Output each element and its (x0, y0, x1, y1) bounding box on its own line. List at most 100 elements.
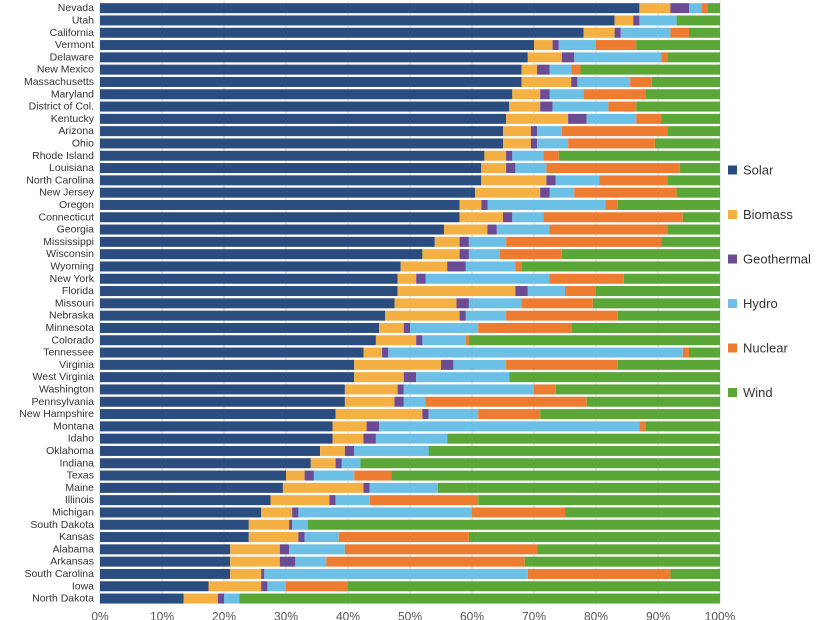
bar-segment (503, 126, 531, 137)
bar-segment (478, 495, 720, 506)
bar-segment (292, 519, 308, 530)
bar-segment (506, 310, 618, 321)
bar-segment (565, 286, 596, 297)
bar-segment (617, 199, 720, 210)
bar-segment (422, 249, 460, 260)
bar-segment (509, 372, 720, 383)
bar-segment (583, 89, 646, 100)
category-label: Delaware (50, 51, 95, 63)
bar-segment (574, 52, 662, 63)
category-label: Ohio (72, 137, 94, 149)
bar-segment (568, 113, 587, 124)
bar-segment (472, 507, 565, 518)
bar-segment (478, 409, 541, 420)
category-label: North Dakota (32, 593, 94, 605)
bar-segment (689, 3, 702, 14)
bar-segment (369, 482, 438, 493)
bar-segment (375, 433, 448, 444)
category-label: New Mexico (37, 64, 94, 76)
bar-segment (403, 322, 410, 333)
bar-segment (599, 175, 668, 186)
bar-segment (475, 187, 541, 198)
category-label: Iowa (72, 580, 94, 592)
bar-segment (344, 396, 395, 407)
category-label: Vermont (55, 39, 94, 51)
bar-segment (645, 89, 720, 100)
bar-segment (338, 532, 469, 543)
x-tick-labels: 0% 10% 20% 30% 40% 50% 60% 70% 80% 90% 100% (91, 610, 735, 620)
bar-segment (100, 126, 503, 137)
bar-segment (363, 482, 370, 493)
category-label: Missouri (55, 297, 94, 309)
bar-segment (100, 507, 262, 518)
bar-segment (459, 249, 469, 260)
bar-segment (639, 3, 671, 14)
category-label: Virginia (59, 359, 94, 371)
bar-segment (453, 359, 507, 370)
x-tick-label: 40% (336, 610, 360, 620)
bar-segment (496, 224, 550, 235)
bar-segment (583, 27, 615, 38)
category-label: South Dakota (30, 519, 94, 531)
bar-segment (100, 187, 476, 198)
bar-segment (100, 261, 401, 272)
bar-segment (279, 544, 290, 555)
bar-segment (298, 532, 305, 543)
x-tick-label: 60% (460, 610, 484, 620)
bar-segment (428, 445, 720, 456)
bar-segment (592, 298, 720, 309)
bar-segment (100, 236, 435, 247)
bar-segment (100, 298, 395, 309)
bar-segment (459, 310, 466, 321)
bar-segment (100, 89, 513, 100)
bar-segment (239, 593, 720, 604)
bar-segment (537, 138, 569, 149)
bar-segment (289, 519, 293, 530)
legend-label: Hydro (743, 296, 778, 311)
legend-label: Nuclear (743, 341, 788, 356)
bar-segment (344, 544, 538, 555)
bar-segment (310, 458, 336, 469)
category-label: Mississippi (43, 236, 94, 248)
bar-segment (425, 396, 587, 407)
category-label: Texas (67, 470, 94, 482)
bar-segment (701, 3, 708, 14)
bar-segment (100, 212, 460, 223)
bar-segment (605, 199, 618, 210)
bar-segment (230, 568, 262, 579)
bar-segment (230, 556, 280, 567)
bar-segment (571, 76, 578, 87)
bar-segment (661, 52, 668, 63)
bar-segment (403, 372, 417, 383)
bar-segment (633, 15, 640, 26)
category-label: Maine (65, 482, 94, 494)
bar-segment (614, 15, 634, 26)
bar-segment (521, 76, 572, 87)
category-label: Rhode Island (32, 150, 94, 162)
bar-segment (354, 359, 441, 370)
category-label: Utah (72, 14, 94, 26)
bar-segment (546, 175, 556, 186)
bar-segment (100, 409, 336, 420)
bar-segment (422, 409, 429, 420)
bar-segment (360, 458, 720, 469)
bar-segment (521, 64, 538, 75)
bar-segment (100, 15, 615, 26)
bar-segment (437, 482, 720, 493)
bar-segment (645, 421, 720, 432)
category-label: Nebraska (49, 310, 94, 322)
x-tick-label: 70% (522, 610, 546, 620)
category-label: Alabama (53, 543, 95, 555)
category-label: Illinois (65, 494, 94, 506)
category-label: New Hampshire (19, 408, 94, 420)
bar-segment (679, 163, 720, 174)
bar-segment (586, 113, 637, 124)
category-label: Oklahoma (46, 445, 94, 457)
bar-segment (100, 532, 249, 543)
bar-segment (549, 64, 572, 75)
bar-segment (403, 384, 534, 395)
bar-segment (100, 396, 345, 407)
bar-segment (636, 101, 720, 112)
bar-segment (555, 384, 720, 395)
